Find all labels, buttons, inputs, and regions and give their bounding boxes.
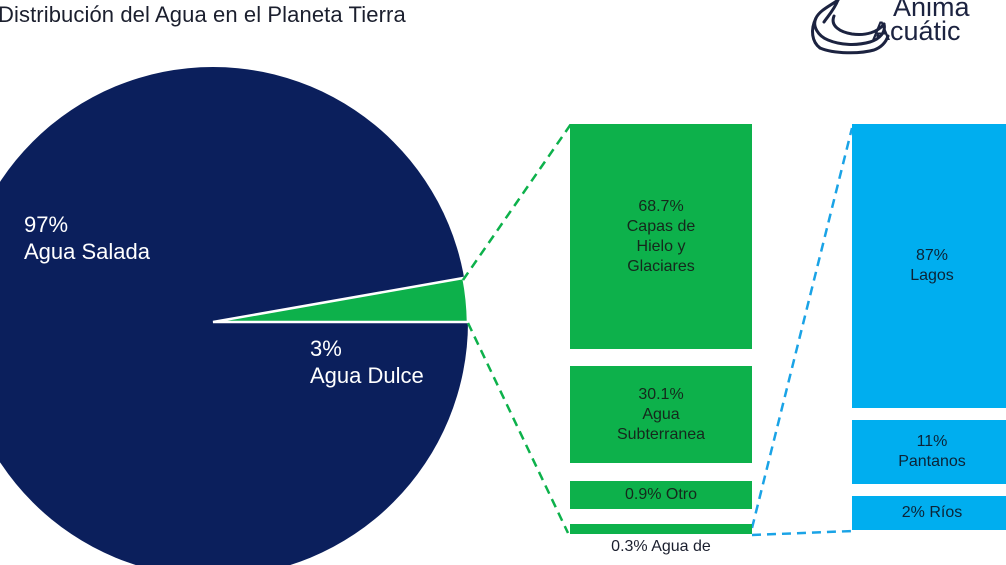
bar-rivers: 2% Ríos — [852, 496, 1006, 530]
pie-slice-salt — [0, 67, 468, 565]
connector-line — [750, 127, 854, 529]
bar-swamps: 11% Pantanos — [852, 420, 1006, 484]
connector-line — [466, 322, 570, 534]
connector-line — [461, 123, 573, 281]
bar-groundwater: 30.1% Agua Subterranea — [570, 366, 752, 463]
logo-text-line2: Acuátic — [872, 16, 961, 46]
surface-water-label: 0.3% Agua de — [611, 538, 711, 555]
bar-ice-glaciers: 68.7% Capas de Hielo y Glaciares — [570, 124, 752, 349]
chart-title: Distribución del Agua en el Planeta Tier… — [0, 2, 406, 27]
bar-other: 0.9% Otro — [570, 481, 752, 509]
connector-line — [751, 529, 854, 537]
fresh-water-label: 3% Agua Dulce — [310, 336, 424, 388]
whale-icon — [811, 0, 890, 55]
bar-surface-water — [570, 524, 752, 534]
salt-water-label: 97% Agua Salada — [24, 212, 150, 264]
bar-lakes: 87% Lagos — [852, 124, 1006, 408]
logo-text-line1: Anima — [893, 0, 970, 22]
